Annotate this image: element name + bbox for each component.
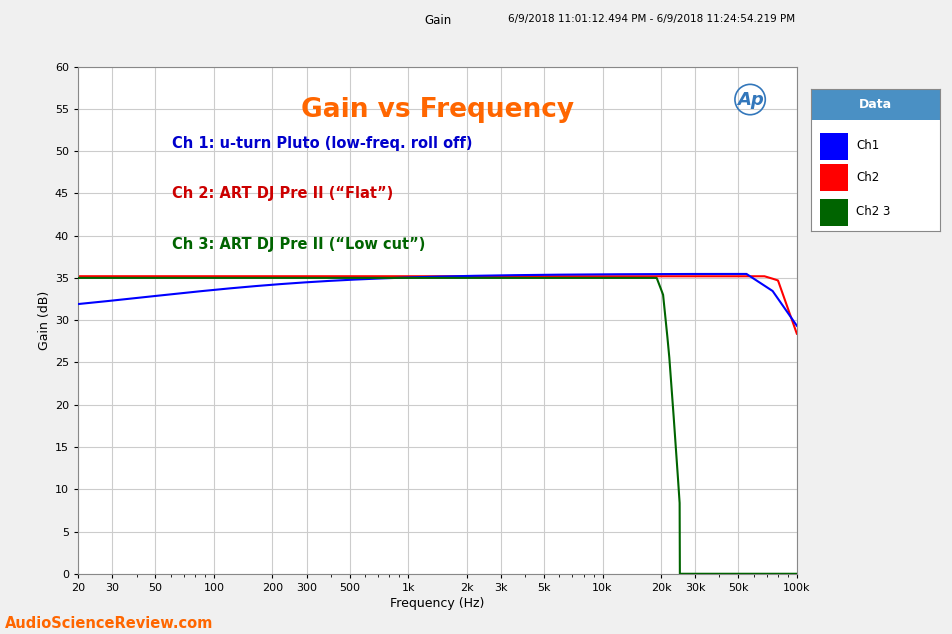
Text: Data: Data <box>859 98 892 111</box>
Text: Gain: Gain <box>425 14 451 27</box>
X-axis label: Frequency (Hz): Frequency (Hz) <box>390 597 485 610</box>
Text: Gain vs Frequency: Gain vs Frequency <box>301 97 574 123</box>
Bar <box>811 89 940 120</box>
Bar <box>820 198 848 226</box>
Text: Ch 2: ART DJ Pre II (“Flat”): Ch 2: ART DJ Pre II (“Flat”) <box>171 186 393 202</box>
Text: Ap: Ap <box>737 91 764 108</box>
Text: 6/9/2018 11:01:12.494 PM - 6/9/2018 11:24:54.219 PM: 6/9/2018 11:01:12.494 PM - 6/9/2018 11:2… <box>507 14 795 24</box>
Text: Ch2: Ch2 <box>856 171 880 184</box>
Text: Ch 3: ART DJ Pre II (“Low cut”): Ch 3: ART DJ Pre II (“Low cut”) <box>171 237 425 252</box>
Text: Ch2 3: Ch2 3 <box>856 205 890 218</box>
Text: Ch1: Ch1 <box>856 139 880 152</box>
Y-axis label: Gain (dB): Gain (dB) <box>38 290 50 350</box>
Text: AudioScienceReview.com: AudioScienceReview.com <box>5 616 213 631</box>
Bar <box>820 133 848 160</box>
Text: Ch 1: u-turn Pluto (low-freq. roll off): Ch 1: u-turn Pluto (low-freq. roll off) <box>171 136 472 151</box>
Bar <box>820 164 848 191</box>
